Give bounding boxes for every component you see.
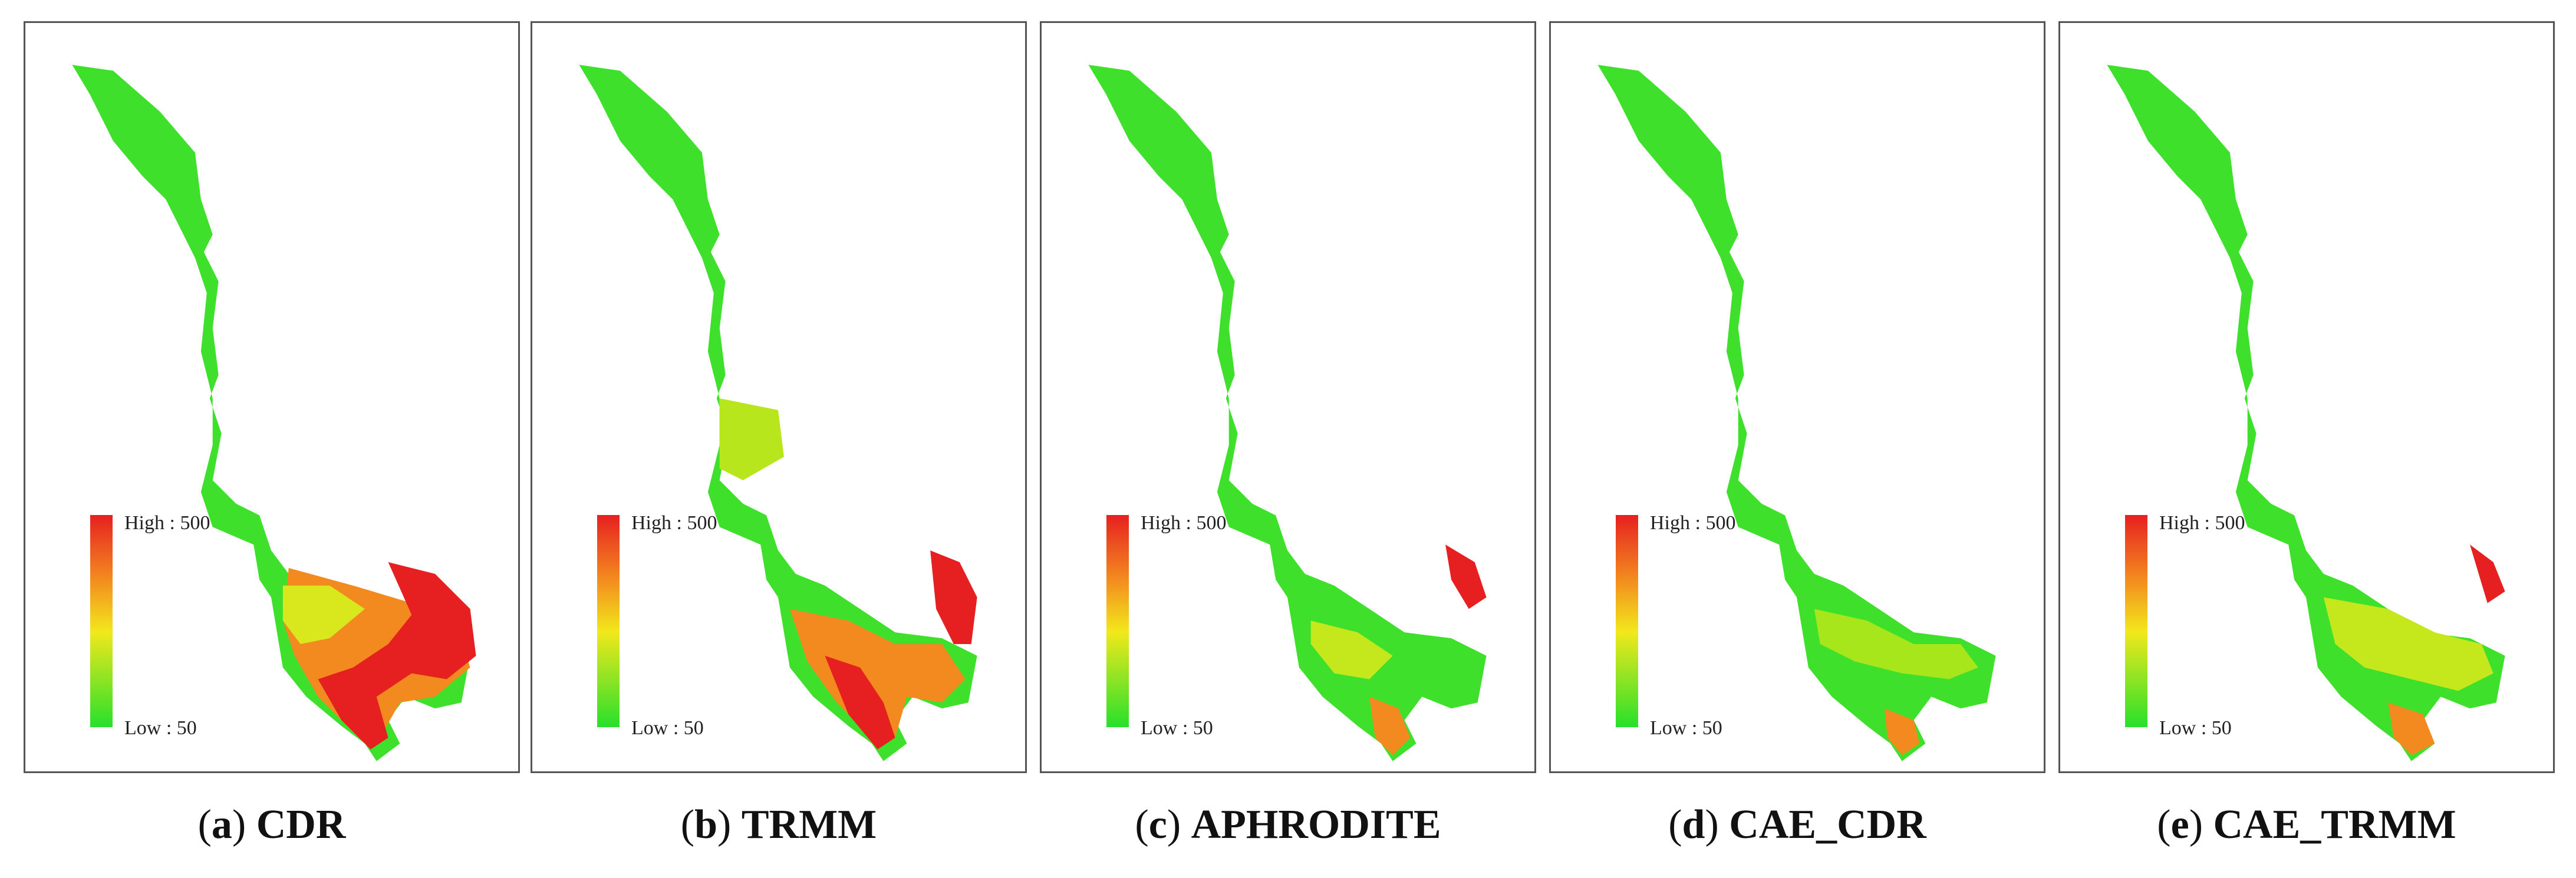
map-panel-cae-cdr: High : 500 Low : 50 <box>1549 21 2045 773</box>
basin-map-cae-trmm <box>2107 65 2505 761</box>
caption-name: CAE_TRMM <box>2213 802 2456 847</box>
caption-name: APHRODITE <box>1191 802 1441 847</box>
heat-region-red <box>318 562 476 750</box>
legend-color-bar <box>2125 515 2147 727</box>
legend-high-label: High : 500 <box>124 512 210 534</box>
legend-color-bar <box>1616 515 1638 727</box>
heat-region-orange <box>789 609 966 738</box>
heat-region-orange <box>1884 708 1920 755</box>
legend-high-label: High : 500 <box>2159 512 2245 534</box>
heat-region-orange <box>1369 697 1411 755</box>
map-panel-cdr: High : 500 Low : 50 <box>24 21 520 773</box>
caption-letter: c <box>1148 802 1167 847</box>
heat-region-yellow <box>719 398 784 480</box>
caption-e: (e) CAE_TRMM <box>2157 802 2456 847</box>
heat-region-red <box>2470 544 2505 603</box>
caption-c: (c) APHRODITE <box>1135 802 1441 847</box>
caption-letter: b <box>694 802 718 847</box>
legend-low-label: Low : 50 <box>631 717 704 739</box>
legend-color-bar <box>90 515 113 727</box>
basin-map-cdr <box>72 65 476 761</box>
legend-high-label: High : 500 <box>631 512 717 534</box>
caption-letter: e <box>2170 802 2189 847</box>
heat-region-yellow <box>282 585 365 644</box>
legend-high-label: High : 500 <box>1650 512 1736 534</box>
map-panel-trmm: High : 500 Low : 50 <box>531 21 1027 773</box>
heat-region-red <box>930 550 977 644</box>
caption-name: TRMM <box>741 802 877 847</box>
caption-letter: a <box>211 802 232 847</box>
legend-low-label: Low : 50 <box>124 717 197 739</box>
legend-color-bar <box>597 515 620 727</box>
caption-name: CAE_CDR <box>1729 802 1926 847</box>
heat-region-red <box>825 655 895 750</box>
caption-letter: d <box>1682 802 1705 847</box>
legend-low-label: Low : 50 <box>2159 717 2232 739</box>
heat-region-orange <box>2388 702 2435 755</box>
caption-b: (b) TRMM <box>680 802 877 847</box>
basin-map-trmm <box>579 65 977 761</box>
legend-high-label: High : 500 <box>1141 512 1227 534</box>
caption-d: (d) CAE_CDR <box>1668 802 1926 847</box>
caption-a: (a) CDR <box>197 802 346 847</box>
heat-region-red <box>1445 544 1487 609</box>
basin-map-aphrodite <box>1088 65 1487 761</box>
heat-region-yellow <box>1310 620 1393 679</box>
heat-region-yellow <box>2323 597 2493 691</box>
legend-low-label: Low : 50 <box>1141 717 1213 739</box>
basin-shape <box>1597 65 1996 761</box>
basin-shape <box>2107 65 2505 761</box>
map-panel-aphrodite: High : 500 Low : 50 <box>1040 21 1536 773</box>
map-panel-cae-trmm: High : 500 Low : 50 <box>2058 21 2555 773</box>
heat-region-yellow <box>1814 609 1978 679</box>
legend-low-label: Low : 50 <box>1650 717 1722 739</box>
legend-color-bar <box>1106 515 1129 727</box>
basin-shape <box>1088 65 1487 761</box>
caption-name: CDR <box>256 802 346 847</box>
basin-map-cae-cdr <box>1597 65 1996 761</box>
